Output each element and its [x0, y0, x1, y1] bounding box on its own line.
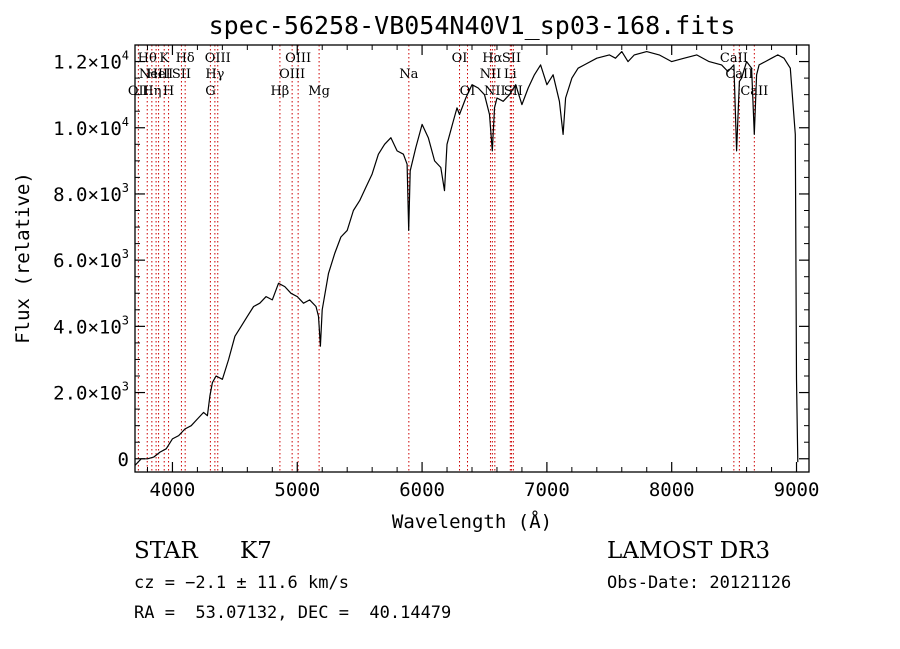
line-marker-label: Hγ [205, 67, 224, 82]
line-marker-label: OIII [279, 67, 305, 82]
line-marker-label: NII [484, 84, 506, 99]
y-tick-exponent: 4 [122, 49, 129, 63]
y-tick-label: 1.2×104 [53, 49, 129, 74]
x-tick-label: 7000 [524, 479, 570, 501]
obs-date: Obs-Date: 20121126 [607, 573, 792, 593]
survey-name: LAMOST DR3 [607, 538, 771, 564]
y-tick-mantissa: 1.0×10 [53, 118, 122, 140]
y-axis-label: Flux (relative) [12, 172, 34, 344]
line-marker-label: SII [502, 51, 521, 66]
line-marker-label: OII [128, 84, 149, 99]
plot-frame [134, 44, 810, 473]
line-marker-label: CaII [725, 67, 753, 82]
line-marker-label: Hδ [176, 51, 195, 66]
x-axis-ticks: 4000 5000 6000 7000 8000 9000 [146, 45, 820, 501]
y-tick-exponent: 3 [122, 181, 129, 195]
y-tick-mantissa: 0 [118, 449, 129, 471]
line-marker-label: OI [452, 51, 468, 66]
x-tick-label: 8000 [649, 479, 695, 501]
object-class: STAR [134, 538, 198, 564]
y-tick-exponent: 3 [122, 313, 129, 327]
x-tick-label: 5000 [274, 479, 320, 501]
line-marker-label: OIII [285, 51, 311, 66]
y-tick-label: 6.0×103 [53, 247, 129, 272]
chart-title: spec-56258-VB054N40V1_sp03-168.fits [209, 11, 736, 40]
ra-dec: RA = 53.07132, DEC = 40.14479 [134, 603, 452, 623]
y-tick-exponent: 4 [122, 115, 129, 129]
x-tick-label: 4000 [150, 479, 196, 501]
line-marker-label: Hα [482, 51, 502, 66]
line-marker-label: Hθ [138, 51, 157, 66]
y-tick-label: 1.0×104 [53, 115, 129, 140]
y-tick-label: 0 [118, 449, 129, 471]
line-marker-label: Mg [308, 84, 330, 99]
y-tick-mantissa: 4.0×10 [53, 316, 122, 338]
line-marker-label: OIII [205, 51, 231, 66]
line-marker-label: NeIII [139, 67, 173, 82]
y-tick-exponent: 3 [122, 380, 129, 394]
line-marker-label: HeI [147, 67, 171, 82]
redshift-text: cz = −2.1 ± 11.6 km/s [134, 573, 349, 593]
line-marker-label: Na [399, 67, 418, 82]
object-subclass: K7 [240, 538, 272, 564]
line-marker-label: Hβ [270, 84, 289, 99]
y-tick-mantissa: 1.2×10 [53, 52, 122, 74]
line-marker-label: CaII [740, 84, 768, 99]
y-tick-label: 8.0×103 [53, 181, 129, 206]
y-tick-mantissa: 2.0×10 [53, 383, 122, 405]
y-tick-mantissa: 6.0×10 [53, 250, 122, 272]
line-marker-label: Hη [142, 84, 161, 99]
x-tick-label: 6000 [399, 479, 445, 501]
y-tick-exponent: 3 [122, 247, 129, 261]
spectrum-line [134, 51, 799, 466]
y-tick-label: 4.0×103 [53, 313, 129, 338]
line-marker-label: NII [480, 67, 502, 82]
y-axis-ticks: 02.0×1034.0×1036.0×1038.0×1031.0×1041.2×… [53, 49, 809, 471]
line-marker-label: K [159, 51, 169, 66]
line-markers [137, 45, 755, 472]
x-tick-label: 9000 [774, 479, 820, 501]
line-marker-label: G [205, 84, 215, 99]
line-marker-label: SII [172, 67, 191, 82]
line-marker-label: CaII [720, 51, 748, 66]
line-marker-labels: OIIHθHηNeIIIHeIKHSIIHδGHγOIIIHβOIIIOIIIM… [128, 51, 768, 99]
y-tick-label: 2.0×103 [53, 380, 129, 405]
y-tick-mantissa: 8.0×10 [53, 184, 122, 206]
line-marker-label: Li [504, 67, 517, 82]
line-marker-label: OI [460, 84, 476, 99]
x-axis-label: Wavelength (Å) [392, 510, 552, 533]
line-marker-label: H [163, 84, 174, 99]
